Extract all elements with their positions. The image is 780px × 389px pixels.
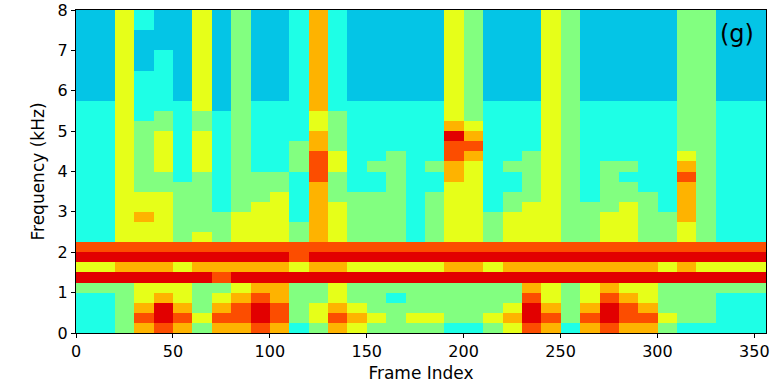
svg-text:3: 3 (58, 202, 68, 221)
svg-text:(g): (g) (720, 20, 754, 48)
svg-text:50: 50 (163, 342, 183, 361)
svg-text:4: 4 (58, 162, 68, 181)
svg-text:6: 6 (58, 81, 68, 100)
svg-text:5: 5 (58, 122, 68, 141)
svg-text:100: 100 (255, 342, 286, 361)
svg-text:250: 250 (545, 342, 576, 361)
svg-text:0: 0 (58, 324, 68, 343)
svg-text:Frequency (kHz): Frequency (kHz) (28, 102, 48, 240)
svg-text:8: 8 (58, 1, 68, 20)
svg-text:350: 350 (739, 342, 770, 361)
svg-text:7: 7 (58, 41, 68, 60)
svg-text:Frame Index: Frame Index (368, 363, 473, 383)
svg-text:1: 1 (58, 283, 68, 302)
svg-text:2: 2 (58, 243, 68, 262)
svg-text:300: 300 (642, 342, 673, 361)
svg-text:200: 200 (448, 342, 479, 361)
svg-text:0: 0 (71, 342, 81, 361)
svg-text:150: 150 (351, 342, 382, 361)
